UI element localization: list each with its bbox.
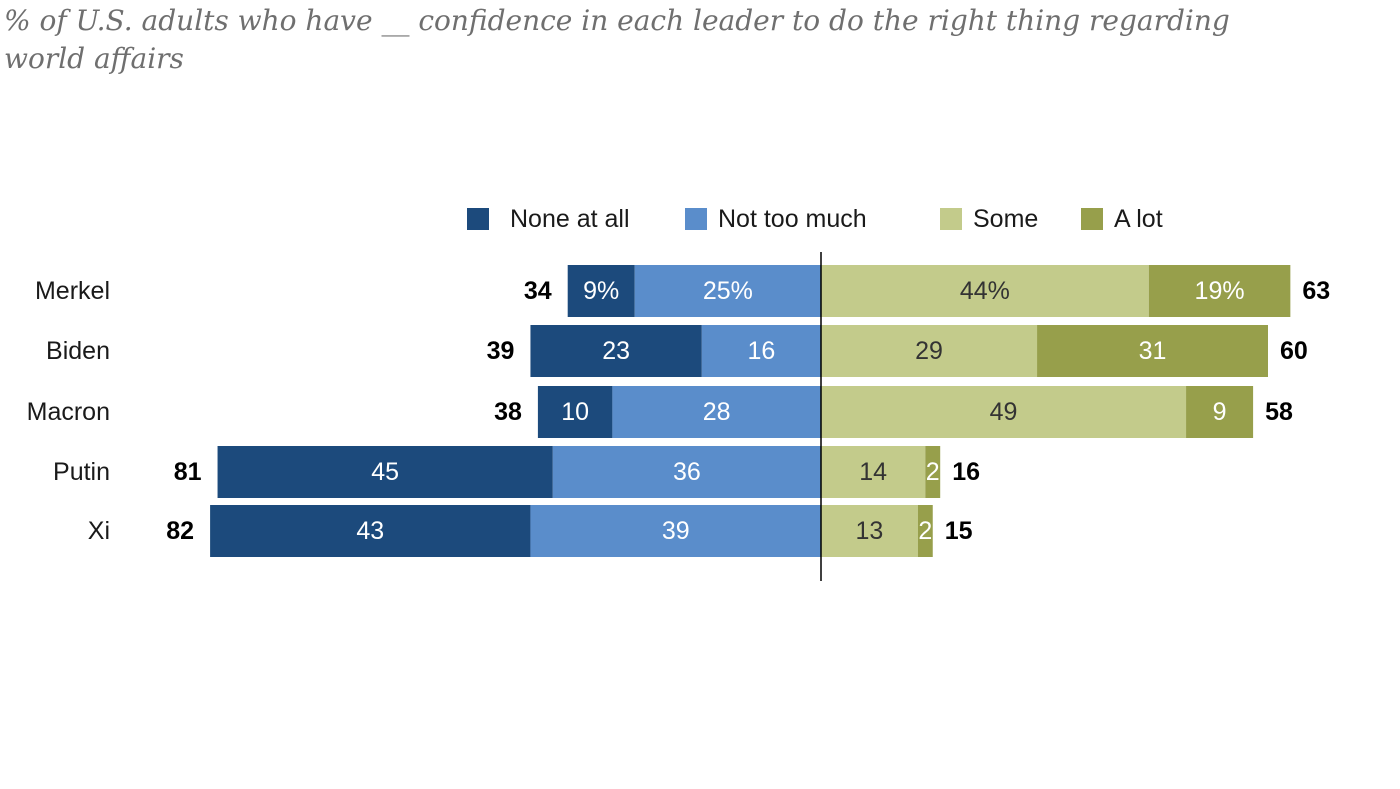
bar-segment — [567, 265, 635, 317]
segment-value-label: 49 — [990, 398, 1018, 426]
legend-label: A lot — [1114, 205, 1163, 233]
legend-label: Some — [973, 205, 1038, 233]
bar-segment — [1186, 386, 1254, 438]
category-label: Putin — [53, 458, 110, 486]
bar-segment — [701, 325, 821, 377]
legend-swatch — [467, 208, 489, 230]
bar-segment — [917, 505, 933, 557]
category-label: Macron — [27, 398, 110, 426]
segment-value-label: 10 — [561, 398, 589, 426]
category-label: Biden — [46, 337, 110, 365]
segment-value-label: 13 — [856, 517, 884, 545]
segment-value-label: 16 — [747, 337, 775, 365]
bar-segment — [217, 446, 553, 498]
legend-label: None at all — [510, 205, 630, 233]
bar-segment — [821, 446, 926, 498]
bar-segment — [925, 446, 941, 498]
negative-total-label: 39 — [487, 337, 515, 365]
positive-total-label: 58 — [1265, 398, 1293, 426]
bar-segment — [821, 505, 918, 557]
bar-segment — [634, 265, 821, 317]
segment-value-label: 14 — [859, 458, 887, 486]
bar-segment — [530, 325, 702, 377]
segment-value-label: 9 — [1213, 398, 1227, 426]
bar-segment — [821, 265, 1149, 317]
segment-value-label: 39 — [662, 517, 690, 545]
negative-total-label: 82 — [166, 517, 194, 545]
segment-value-label: 19% — [1195, 277, 1245, 305]
bar-segment — [821, 386, 1187, 438]
segment-value-label: 45 — [371, 458, 399, 486]
chart-subtitle: % of U.S. adults who have __ confidence … — [4, 4, 1230, 75]
segment-value-label: 23 — [602, 337, 630, 365]
positive-total-label: 15 — [945, 517, 973, 545]
positive-total-label: 60 — [1280, 337, 1308, 365]
segment-value-label: 36 — [673, 458, 701, 486]
category-label: Merkel — [35, 277, 110, 305]
bar-segment — [530, 505, 821, 557]
segment-value-label: 25% — [703, 277, 753, 305]
bar-segment — [1037, 325, 1268, 377]
segment-value-label: 43 — [356, 517, 384, 545]
bar-segment — [210, 505, 531, 557]
negative-total-label: 34 — [524, 277, 552, 305]
segment-value-label: 31 — [1139, 337, 1167, 365]
legend-label: Not too much — [718, 205, 867, 233]
negative-total-label: 81 — [174, 458, 202, 486]
segment-value-label: 29 — [915, 337, 943, 365]
segment-value-label: 2 — [918, 517, 932, 545]
segment-value-label: 28 — [703, 398, 731, 426]
category-label: Xi — [88, 517, 110, 545]
chart-legend: None at all Not too much Some A lot — [467, 205, 1163, 233]
bar-segment — [1148, 265, 1291, 317]
positive-total-label: 16 — [952, 458, 980, 486]
segment-value-label: 44% — [960, 277, 1010, 305]
bar-segment — [537, 386, 613, 438]
bar-segment — [612, 386, 821, 438]
legend-swatch — [1081, 208, 1103, 230]
bar-segment — [552, 446, 821, 498]
negative-total-label: 38 — [494, 398, 522, 426]
legend-swatch — [940, 208, 962, 230]
positive-total-label: 63 — [1302, 277, 1330, 305]
segment-value-label: 9% — [583, 277, 619, 305]
bar-segment — [821, 325, 1038, 377]
segment-value-label: 2 — [926, 458, 940, 486]
legend-swatch — [685, 208, 707, 230]
